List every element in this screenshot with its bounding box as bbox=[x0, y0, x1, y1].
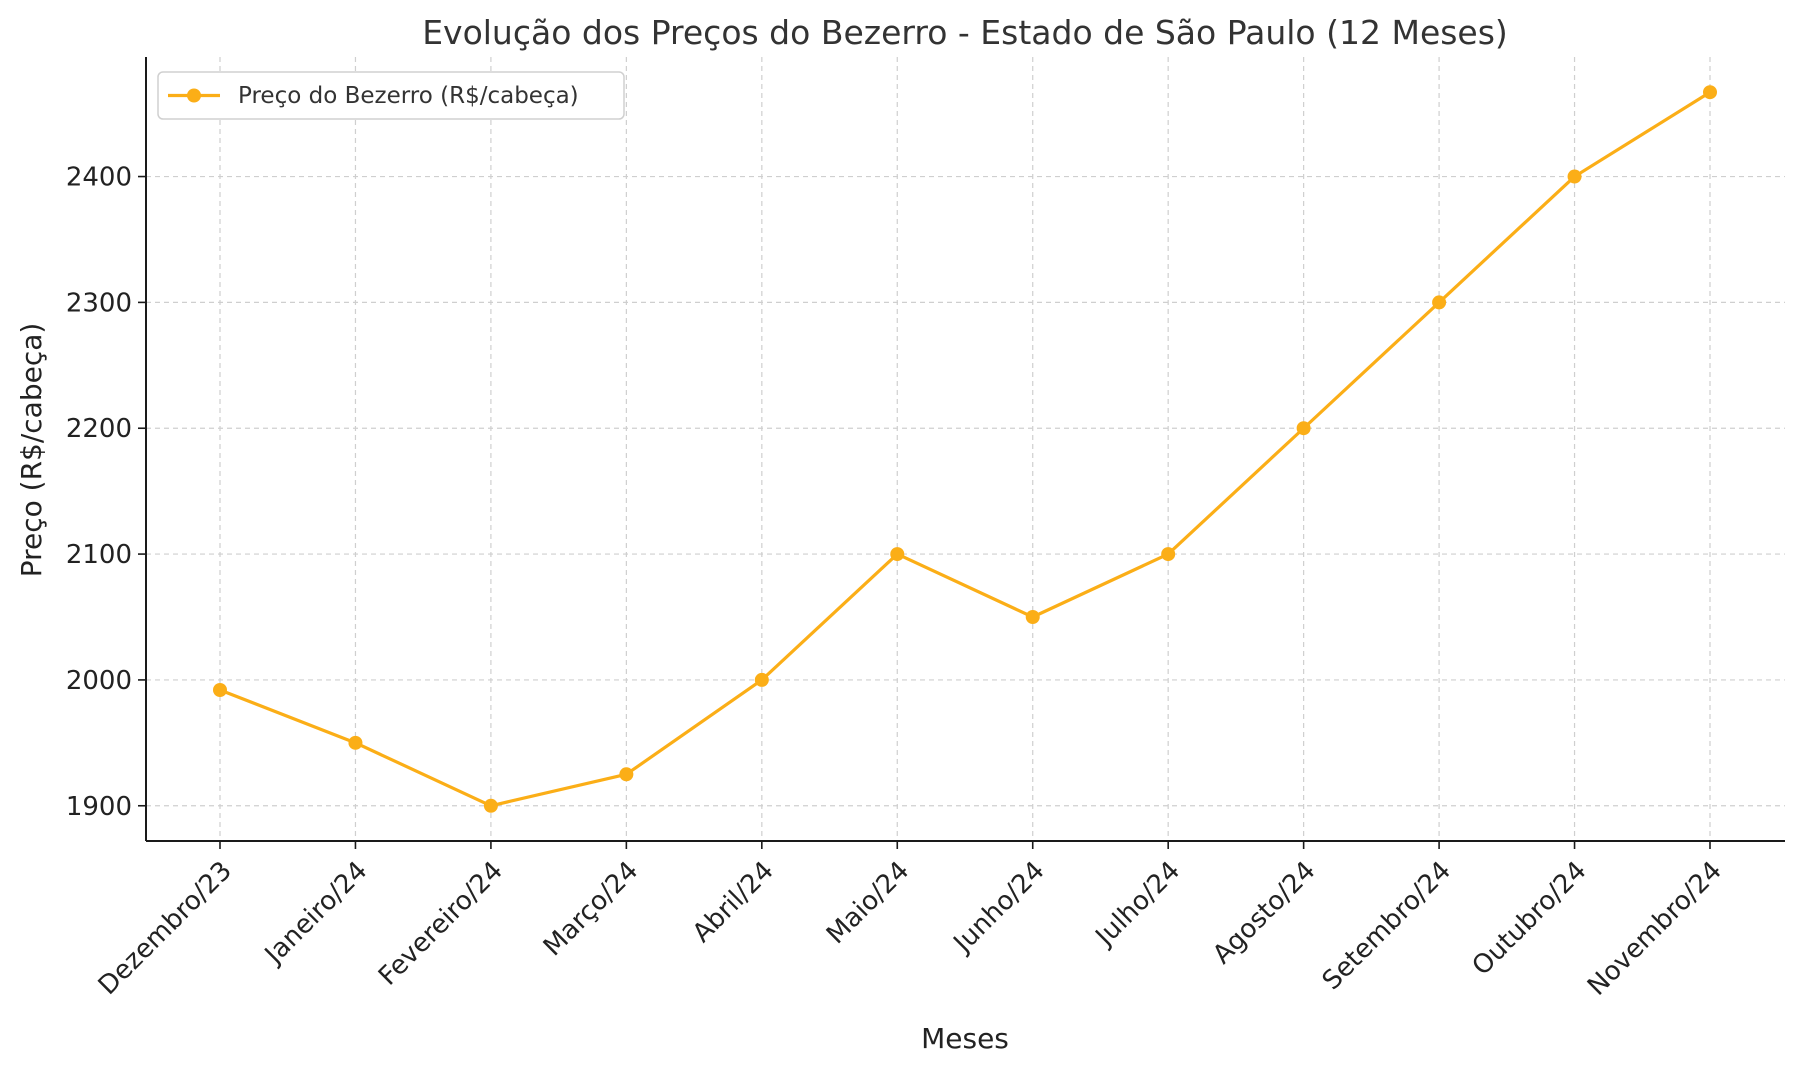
data-point bbox=[213, 682, 227, 697]
series-line bbox=[218, 90, 1712, 808]
y-tick-label: 1900 bbox=[66, 792, 132, 822]
data-point bbox=[1703, 85, 1717, 100]
x-tick-label: Outubro/24 bbox=[1467, 856, 1593, 982]
x-tick-label: Agosto/24 bbox=[1207, 856, 1321, 970]
data-point bbox=[1567, 169, 1582, 184]
x-tick-label: Maio/24 bbox=[821, 856, 915, 950]
legend-label: Preço do Bezerro (R$/cabeça) bbox=[238, 83, 579, 109]
y-tick-label: 2300 bbox=[66, 288, 132, 318]
data-point bbox=[754, 672, 769, 687]
legend: Preço do Bezerro (R$/cabeça) bbox=[157, 71, 625, 120]
data-point bbox=[619, 767, 634, 782]
x-tick-label: Julho/24 bbox=[1089, 856, 1186, 953]
x-tick-label: Março/24 bbox=[538, 856, 644, 962]
data-point bbox=[1161, 547, 1176, 562]
x-tick-label: Dezembro/23 bbox=[93, 856, 238, 1001]
data-point bbox=[890, 547, 905, 562]
gridlines bbox=[146, 57, 1785, 841]
y-tick-label: 2100 bbox=[66, 540, 132, 570]
x-tick-label: Abril/24 bbox=[687, 856, 780, 949]
y-axis-title: Preço (R$/cabeça) bbox=[15, 323, 48, 578]
data-point bbox=[483, 798, 498, 813]
series-layer bbox=[213, 85, 1717, 813]
x-tick-label: Fevereiro/24 bbox=[373, 856, 509, 992]
y-tick-label: 2000 bbox=[66, 666, 132, 696]
data-point bbox=[1296, 421, 1311, 436]
x-tick-label: Junho/24 bbox=[947, 856, 1051, 960]
x-tick-label: Janeiro/24 bbox=[258, 856, 373, 971]
legend-marker-swatch bbox=[187, 88, 201, 103]
chart-title: Evolução dos Preços do Bezerro - Estado … bbox=[422, 13, 1508, 52]
data-point bbox=[348, 735, 363, 750]
x-tick-label: Setembro/24 bbox=[1317, 856, 1457, 996]
legend-box bbox=[157, 71, 625, 120]
y-tick-label: 2200 bbox=[66, 414, 132, 444]
x-axis-title: Meses bbox=[921, 1022, 1009, 1055]
data-point bbox=[1025, 610, 1040, 624]
data-point bbox=[1432, 295, 1447, 310]
axes: 1900 2000 2100 2200 2300 2400 Dezembro/23 Janei… bbox=[66, 57, 1785, 1002]
y-tick-label: 2400 bbox=[66, 163, 132, 193]
x-tick-label: Novembro/24 bbox=[1582, 856, 1728, 1002]
